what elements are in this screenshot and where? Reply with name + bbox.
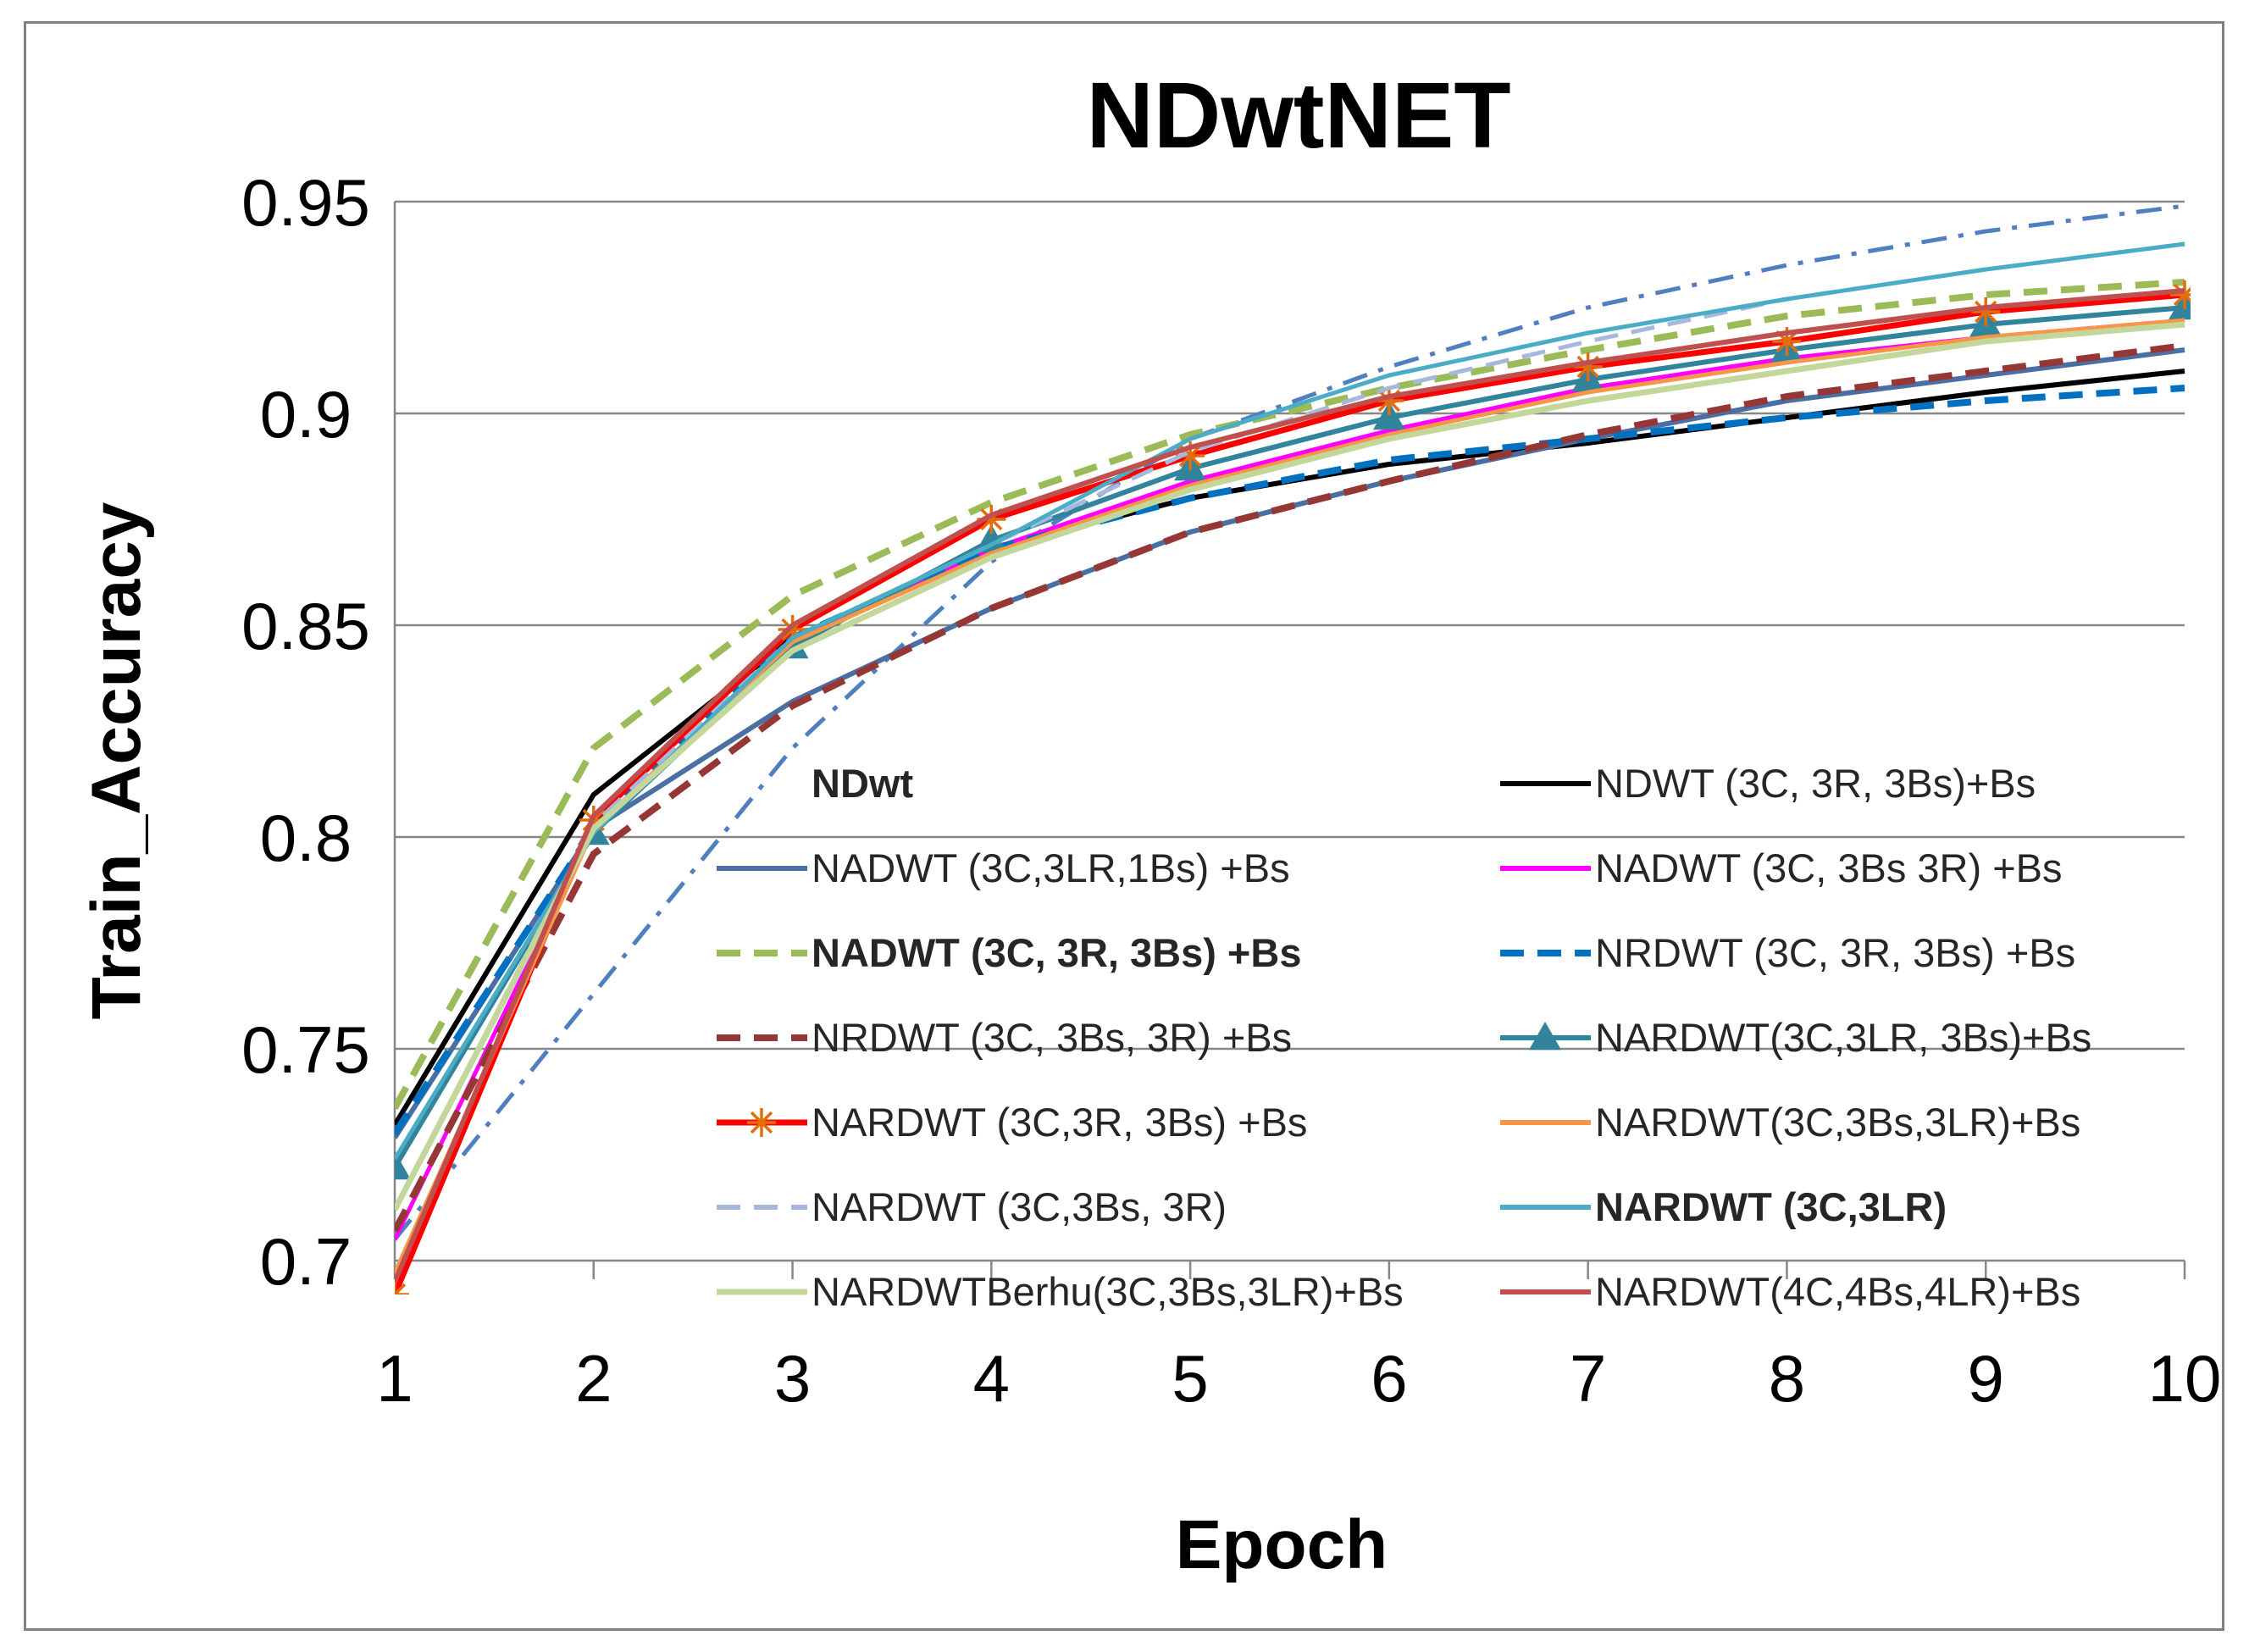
legend-label: NARDWT (3C,3LR) xyxy=(1595,1184,1947,1229)
legend-item-5: NRDWT (3C, 3R, 3Bs) +Bs xyxy=(1500,930,2075,975)
legend: NDwt NDWT (3C, 3R, 3Bs)+Bs NADWT (3C,3LR,1… xyxy=(717,761,2091,1314)
legend-item-8: NARDWT (3C,3R, 3Bs) +Bs xyxy=(717,1100,1307,1145)
gridlines xyxy=(395,200,2185,1051)
legend-label: NDWT (3C, 3R, 3Bs)+Bs xyxy=(1595,761,2036,806)
axes: 0.7 0.75 0.8 0.85 0.9 0.95 1 2 3 4 5 6 7 8 9 10 xyxy=(241,165,2221,1416)
series-line-11 xyxy=(395,241,2185,1161)
series-marker-7 xyxy=(975,524,1008,553)
chart-title: NDwtNET xyxy=(1086,64,1510,168)
line-chart: NDwtNET Train_Accuracy Epoch 0.70.750.80… xyxy=(78,64,2221,1583)
legend-item-0: NDwt xyxy=(812,761,913,806)
series-line-4 xyxy=(395,279,2185,1110)
series-marker-7 xyxy=(395,1151,411,1180)
legend-label: NARDWT(3C,3Bs,3LR)+Bs xyxy=(1595,1100,2080,1145)
series-line-6 xyxy=(395,342,2185,1233)
legend-item-1: NDWT (3C, 3R, 3Bs)+Bs xyxy=(1500,761,2036,806)
x-tick-label: 10 xyxy=(2148,1341,2222,1416)
y-tick-label: 0.8 xyxy=(260,801,352,875)
legend-item-4: NADWT (3C, 3R, 3Bs) +Bs xyxy=(717,930,1301,975)
y-axis-label: Train_Accuracy xyxy=(78,502,155,1019)
x-tick-label: 4 xyxy=(973,1341,1010,1416)
series-line-13 xyxy=(395,288,2185,1283)
legend-label: NARDWTBerhu(3C,3Bs,3LR)+Bs xyxy=(812,1269,1404,1314)
chart-frame: NDwtNET Train_Accuracy Epoch 0.7 0.75 0.8 0… xyxy=(24,21,2224,1631)
series-line-8 xyxy=(395,291,2185,1294)
legend-label: NRDWT (3C, 3Bs, 3R) +Bs xyxy=(812,1015,1292,1060)
x-tick-label: 1 xyxy=(376,1341,413,1416)
x-tick-label: 8 xyxy=(1769,1341,1805,1416)
x-tick-label: 7 xyxy=(1570,1341,1606,1416)
legend-label: NADWT (3C, 3R, 3Bs) +Bs xyxy=(812,930,1301,975)
series-line-10 xyxy=(395,241,2185,1211)
legend-item-3: NADWT (3C, 3Bs 3R) +Bs xyxy=(1500,845,2063,890)
y-tick-label: 0.9 xyxy=(260,377,352,452)
x-tick-label: 5 xyxy=(1172,1341,1208,1416)
legend-label: NARDWT(4C,4Bs,4LR)+Bs xyxy=(1595,1269,2080,1314)
series-line-12 xyxy=(395,321,2185,1211)
legend-item-7: NARDWT(3C,3LR, 3Bs)+Bs xyxy=(1500,1015,2091,1060)
x-tick-label: 3 xyxy=(774,1341,811,1416)
y-tick-label: 0.95 xyxy=(241,165,370,240)
legend-item-10: NARDWT (3C,3Bs, 3R) xyxy=(717,1184,1227,1229)
series-marker-7 xyxy=(1372,402,1405,430)
series-marker-8 xyxy=(1971,297,2001,326)
legend-item-13: NARDWT(4C,4Bs,4LR)+Bs xyxy=(1500,1269,2080,1314)
y-tick-label: 0.7 xyxy=(260,1224,352,1299)
series-line-0 xyxy=(395,203,2185,1241)
x-tick-label: 9 xyxy=(1968,1341,2004,1416)
x-axis-label: Epoch xyxy=(1176,1506,1388,1583)
legend-marker-sample xyxy=(1529,1022,1561,1051)
legend-label: NARDWT (3C,3Bs, 3R) xyxy=(812,1184,1227,1229)
legend-label: NRDWT (3C, 3R, 3Bs) +Bs xyxy=(1595,930,2075,975)
legend-item-12: NARDWTBerhu(3C,3Bs,3LR)+Bs xyxy=(717,1269,1404,1314)
x-tick-label: 2 xyxy=(575,1341,612,1416)
legend-label: NADWT (3C,3LR,1Bs) +Bs xyxy=(812,845,1290,890)
legend-item-11: NARDWT (3C,3LR) xyxy=(1500,1184,1947,1229)
series-marker-8 xyxy=(395,1280,409,1294)
y-tick-label: 0.85 xyxy=(241,589,370,663)
legend-label: NADWT (3C, 3Bs 3R) +Bs xyxy=(1595,845,2063,890)
legend-item-9: NARDWT(3C,3Bs,3LR)+Bs xyxy=(1500,1100,2080,1145)
legend-label: NARDWT (3C,3R, 3Bs) +Bs xyxy=(812,1100,1307,1145)
series-marker-8 xyxy=(1573,352,1603,381)
legend-label: NDwt xyxy=(812,761,913,806)
series-marker-8 xyxy=(2170,280,2191,309)
x-tick-label: 6 xyxy=(1371,1341,1407,1416)
legend-item-2: NADWT (3C,3LR,1Bs) +Bs xyxy=(717,845,1290,890)
legend-marker-sample xyxy=(747,1108,776,1137)
y-tick-label: 0.75 xyxy=(241,1012,370,1087)
series-layer xyxy=(395,203,2191,1294)
legend-item-6: NRDWT (3C, 3Bs, 3R) +Bs xyxy=(717,1015,1292,1060)
legend-label: NARDWT(3C,3LR, 3Bs)+Bs xyxy=(1595,1015,2091,1060)
